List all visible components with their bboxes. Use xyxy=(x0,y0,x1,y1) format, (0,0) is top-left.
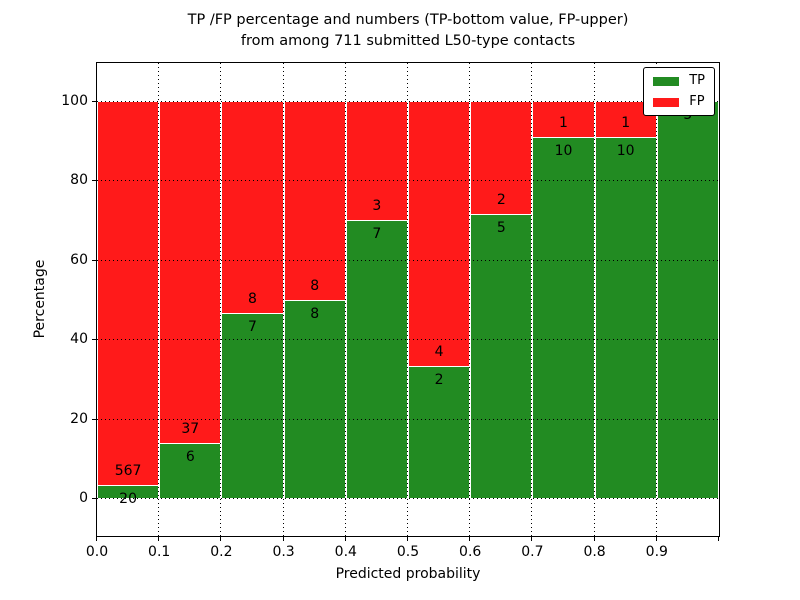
y-tick xyxy=(92,339,97,341)
x-tick-label: 0.5 xyxy=(396,544,420,560)
x-gridline xyxy=(220,63,222,536)
legend-item-fp: FP xyxy=(653,95,705,109)
x-gridline xyxy=(344,63,346,536)
x-tick-label: 0.1 xyxy=(148,544,171,560)
bar-label-fp: 1 xyxy=(559,114,568,131)
bar-label-fp: 1 xyxy=(621,114,631,131)
x-tick xyxy=(655,536,657,541)
fp-swatch-icon xyxy=(653,97,680,107)
y-gridline xyxy=(97,418,719,420)
y-gridline xyxy=(97,498,719,500)
bar-label-fp: 567 xyxy=(114,462,142,479)
bar-label-tp: 6 xyxy=(185,448,195,465)
bar-segment-fp xyxy=(345,100,408,221)
x-tick xyxy=(96,536,97,541)
tp-swatch-icon xyxy=(653,76,680,86)
bar-label-tp: 10 xyxy=(554,142,573,159)
bar-segment-tp xyxy=(159,442,222,499)
x-tick xyxy=(407,536,408,541)
x-axis-label: Predicted probability xyxy=(335,566,481,582)
y-tick xyxy=(92,498,97,500)
bar-label-tp: 10 xyxy=(616,142,635,159)
bar-segment-tp xyxy=(283,299,346,499)
x-tick-label: 0.0 xyxy=(85,544,109,560)
bar-segment-tp xyxy=(221,312,284,499)
y-tick-label: 100 xyxy=(61,92,88,109)
x-tick-label: 0.2 xyxy=(210,544,233,560)
x-tick-label: 0.4 xyxy=(334,544,357,560)
y-gridline xyxy=(97,339,719,341)
bar-segment-fp xyxy=(221,100,284,313)
bar-label-fp: 3 xyxy=(372,198,382,215)
x-tick-label: 0.8 xyxy=(583,544,606,560)
x-gridline xyxy=(531,63,533,536)
bar-segment-fp xyxy=(283,100,346,300)
bar-segment-tp xyxy=(408,365,471,499)
chart-title-line2: from among 711 submitted L50-type contac… xyxy=(240,33,576,49)
bar-segment-tp xyxy=(532,136,595,499)
y-tick-label: 40 xyxy=(70,331,88,348)
bar-label-fp: 37 xyxy=(181,420,200,437)
y-tick-label: 60 xyxy=(70,251,88,268)
bars-layer: 2056763778887324521011015 xyxy=(97,100,719,507)
x-gridline xyxy=(407,63,408,536)
plot-area: 2056763778887324521011015 0204060801000.… xyxy=(61,62,720,560)
x-tick xyxy=(531,536,533,541)
x-tick xyxy=(282,536,284,541)
x-gridline xyxy=(282,63,284,536)
bar-label-fp: 4 xyxy=(434,343,444,360)
bar-label-tp: 7 xyxy=(248,318,257,335)
y-gridline xyxy=(97,100,719,102)
y-tick xyxy=(92,418,97,420)
bar-segment-fp xyxy=(470,100,533,215)
bar-segment-tp xyxy=(656,100,719,499)
bar-segment-tp xyxy=(470,214,533,499)
bar-label-tp: 5 xyxy=(496,220,506,237)
bar-segment-tp xyxy=(594,136,657,499)
y-tick xyxy=(92,259,97,261)
x-tick xyxy=(158,536,160,541)
legend-label-fp: FP xyxy=(689,94,705,109)
y-tick-label: 0 xyxy=(79,490,88,507)
x-tick-label: 0.7 xyxy=(521,544,544,560)
bar-segment-fp xyxy=(97,100,160,485)
legend-item-tp: TP xyxy=(653,74,705,88)
x-gridline xyxy=(655,63,657,536)
bar-segment-fp xyxy=(408,100,471,366)
x-tick xyxy=(593,536,595,541)
x-tick-label: 0.6 xyxy=(459,544,482,560)
y-tick xyxy=(92,180,97,182)
bar-label-fp: 2 xyxy=(496,192,506,209)
bar-segment-fp xyxy=(159,100,222,443)
legend: TP FP xyxy=(643,67,715,116)
x-gridline xyxy=(469,63,471,536)
x-tick xyxy=(344,536,346,541)
y-tick-label: 20 xyxy=(70,410,88,427)
y-gridline xyxy=(97,180,719,182)
bar-label-fp: 8 xyxy=(248,290,257,307)
bar-label-tp: 2 xyxy=(434,371,444,388)
bar-segment-tp xyxy=(345,220,408,499)
legend-label-tp: TP xyxy=(689,73,705,88)
chart-title: TP /FP percentage and numbers (TP-bottom… xyxy=(96,10,720,52)
x-tick-label: 0.3 xyxy=(272,544,295,560)
x-tick xyxy=(469,536,471,541)
y-axis-label: Percentage xyxy=(32,259,48,339)
y-tick xyxy=(92,100,97,102)
y-gridline xyxy=(97,259,719,261)
x-gridline xyxy=(158,63,160,536)
bar-label-tp: 8 xyxy=(310,305,320,322)
chart-title-line1: TP /FP percentage and numbers (TP-bottom… xyxy=(187,12,629,28)
y-tick-label: 80 xyxy=(70,172,88,189)
bar-label-fp: 8 xyxy=(310,277,320,294)
x-tick xyxy=(718,536,719,541)
x-gridline xyxy=(593,63,595,536)
x-tick xyxy=(220,536,222,541)
x-tick-label: 0.9 xyxy=(645,544,668,560)
bar-label-tp: 7 xyxy=(372,226,382,243)
